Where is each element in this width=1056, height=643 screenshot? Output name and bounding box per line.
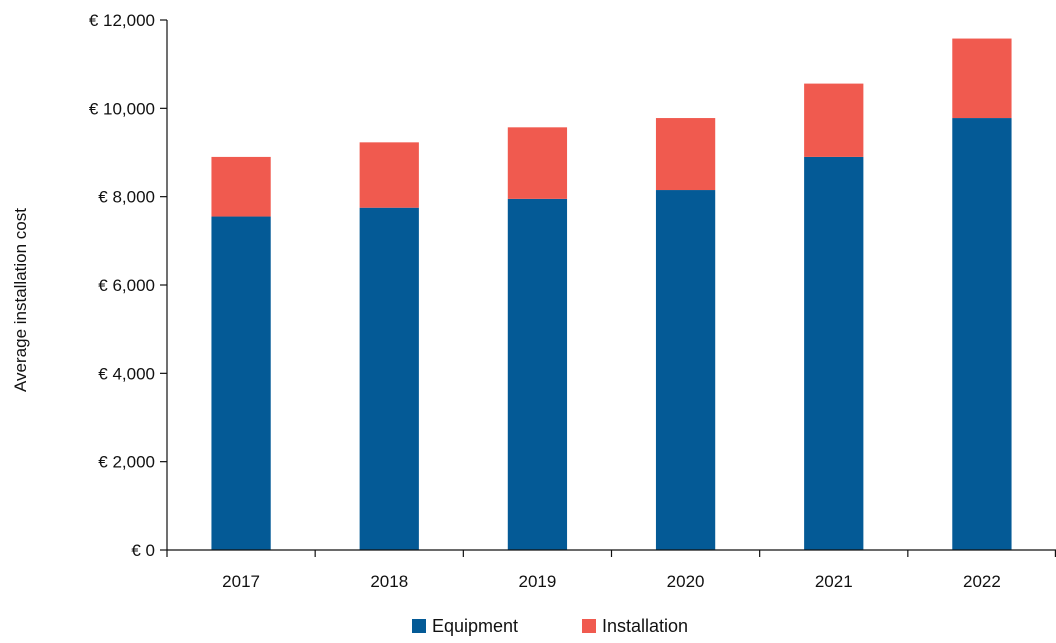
x-axis: 2017 2018 2019 2020 2021 2022 [166, 549, 1056, 591]
legend-swatch-installation [582, 619, 596, 633]
y-tick-label: € 6,000 [98, 276, 155, 295]
x-tick-label: 2018 [370, 572, 408, 591]
bar-installation-2022 [952, 38, 1012, 119]
x-tick-label: 2017 [222, 572, 260, 591]
y-tick-label: € 0 [131, 541, 155, 560]
y-tick-label: € 2,000 [98, 453, 155, 472]
y-tick-label: € 8,000 [98, 188, 155, 207]
bar-installation-2021 [804, 83, 864, 157]
bar-equipment-2022 [952, 118, 1012, 551]
bar-equipment-2019 [507, 198, 568, 550]
bar-equipment-2020 [655, 190, 716, 550]
bar-equipment-2018 [359, 207, 419, 551]
y-axis-title: Average installation cost [11, 208, 30, 392]
y-tick-label: € 10,000 [89, 99, 155, 118]
bar-installation-2018 [359, 142, 419, 208]
bar-equipment-2021 [804, 156, 864, 550]
x-tick-label: 2022 [963, 572, 1001, 591]
bar-installation-2017 [211, 156, 271, 217]
legend-swatch-equipment [412, 619, 426, 633]
bar-installation-2020 [655, 118, 716, 191]
bars-group [211, 38, 1012, 551]
bar-equipment-2017 [211, 216, 271, 550]
y-tick-label: € 12,000 [89, 11, 155, 30]
x-tick-label: 2020 [667, 572, 705, 591]
x-tick-label: 2021 [815, 572, 853, 591]
bar-installation-2019 [507, 127, 568, 199]
x-tick-label: 2019 [519, 572, 557, 591]
y-axis: € 0 € 2,000 € 4,000 € 6,000 € 8,000 € 10,000 €… [89, 11, 168, 560]
legend-label-installation: Installation [602, 616, 688, 636]
legend-label-equipment: Equipment [432, 616, 518, 636]
legend: Equipment Installation [412, 616, 688, 636]
y-tick-label: € 4,000 [98, 364, 155, 383]
